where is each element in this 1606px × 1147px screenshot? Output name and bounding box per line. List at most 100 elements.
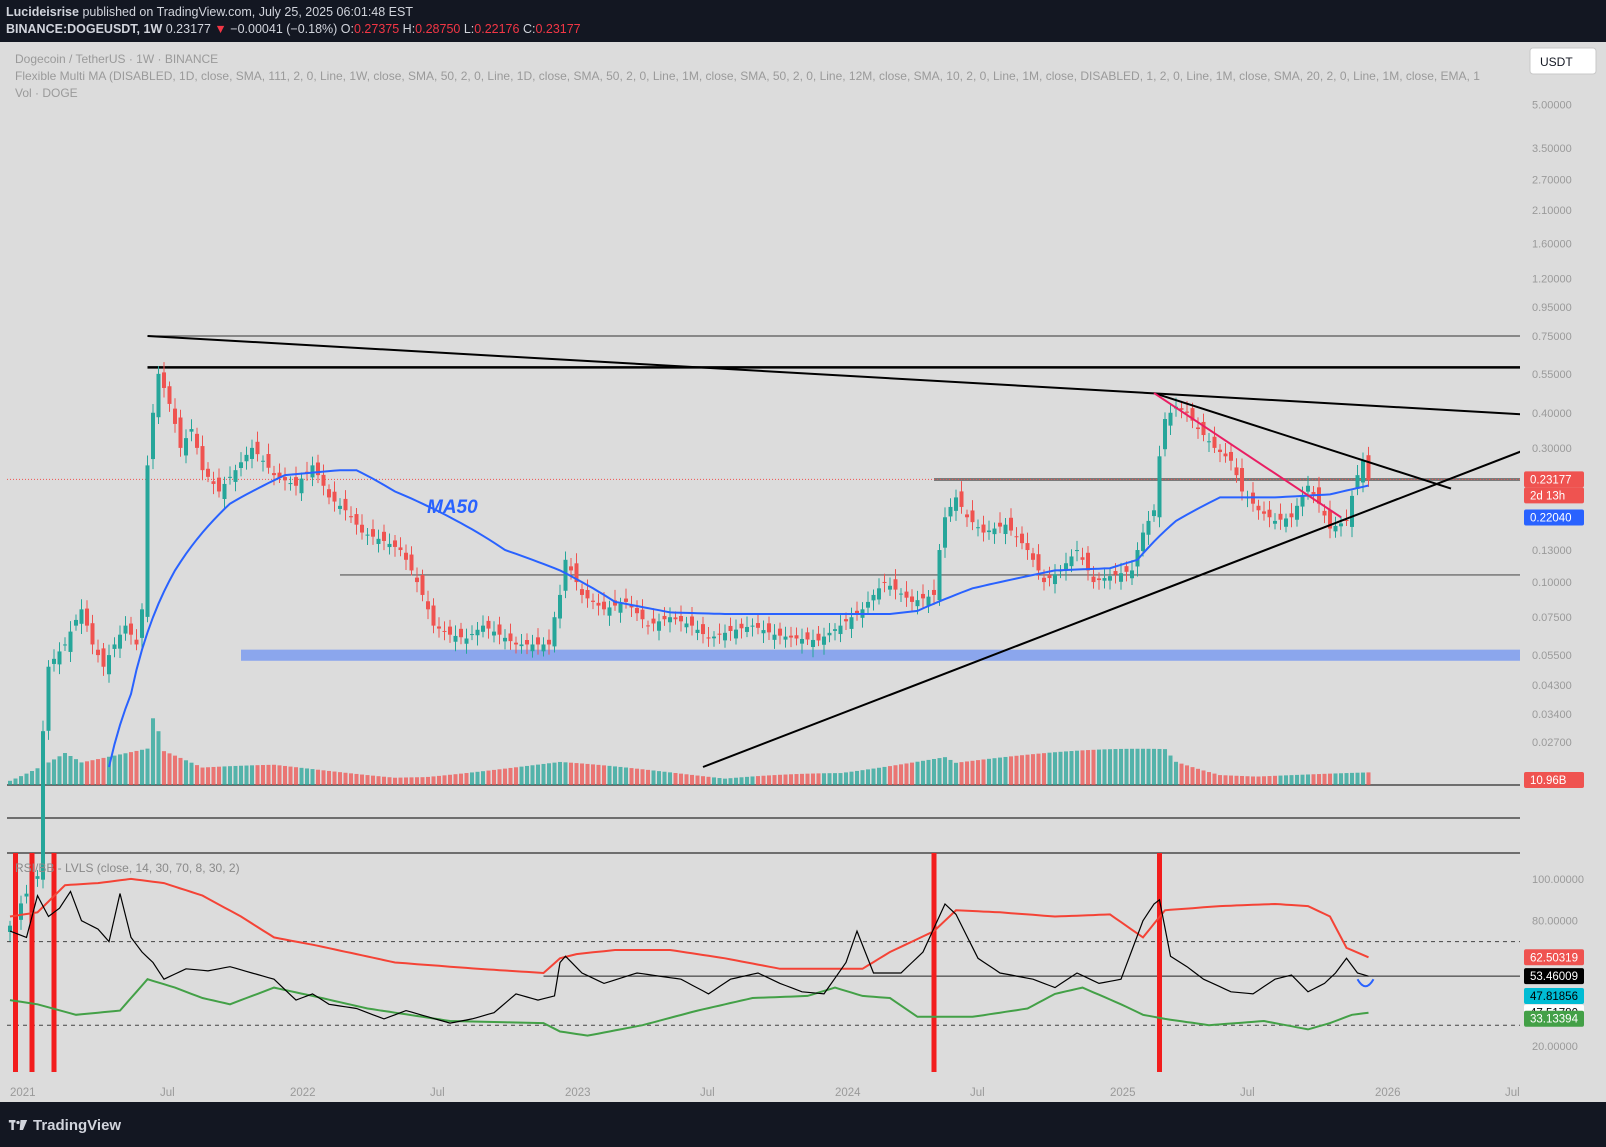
candle[interactable] <box>1091 576 1096 583</box>
candle[interactable] <box>772 634 777 640</box>
candle[interactable] <box>1124 566 1129 572</box>
candle[interactable] <box>992 528 997 535</box>
candle[interactable] <box>1212 436 1217 448</box>
candle[interactable] <box>904 591 909 598</box>
candle[interactable] <box>937 550 942 601</box>
candle[interactable] <box>1366 455 1371 480</box>
candle[interactable] <box>1207 441 1211 443</box>
candle[interactable] <box>723 632 727 641</box>
candle[interactable] <box>866 601 870 608</box>
candle[interactable] <box>118 634 122 649</box>
candle[interactable] <box>855 610 859 614</box>
candle[interactable] <box>701 624 705 635</box>
candle[interactable] <box>899 593 903 595</box>
candle[interactable] <box>1080 557 1085 560</box>
candle[interactable] <box>673 617 678 620</box>
candle[interactable] <box>844 619 848 622</box>
candle[interactable] <box>1108 576 1112 581</box>
candle[interactable] <box>767 623 771 633</box>
candle[interactable] <box>536 637 540 645</box>
candle[interactable] <box>404 552 408 560</box>
candle[interactable] <box>1025 543 1030 551</box>
candle[interactable] <box>646 625 650 627</box>
candle[interactable] <box>547 639 551 645</box>
candle[interactable] <box>1168 412 1173 426</box>
candle[interactable] <box>1047 575 1052 579</box>
candle[interactable] <box>580 589 584 595</box>
candle[interactable] <box>1135 550 1140 567</box>
candle[interactable] <box>541 644 546 652</box>
candle[interactable] <box>261 460 265 462</box>
candle[interactable] <box>255 441 260 455</box>
candle[interactable] <box>1097 578 1101 581</box>
candle[interactable] <box>283 477 287 481</box>
candle[interactable] <box>321 474 326 486</box>
candle[interactable] <box>684 623 689 628</box>
candle[interactable] <box>871 594 876 601</box>
candle[interactable] <box>811 639 815 648</box>
candle[interactable] <box>596 602 601 606</box>
candle[interactable] <box>888 585 892 590</box>
candle[interactable] <box>921 593 925 599</box>
candle[interactable] <box>602 601 606 610</box>
candle[interactable] <box>838 625 843 635</box>
candle[interactable] <box>151 412 155 460</box>
candle[interactable] <box>959 491 964 507</box>
candle[interactable] <box>563 559 568 591</box>
candle[interactable] <box>926 596 931 606</box>
candle[interactable] <box>750 625 755 627</box>
candle[interactable] <box>783 636 788 640</box>
candle[interactable] <box>1284 518 1288 527</box>
candle[interactable] <box>948 506 953 517</box>
candle[interactable] <box>145 465 150 617</box>
candle[interactable] <box>591 600 595 602</box>
candle[interactable] <box>24 893 29 897</box>
candle[interactable] <box>1075 550 1079 552</box>
candle[interactable] <box>1190 408 1195 421</box>
candle[interactable] <box>657 621 661 631</box>
trendline[interactable] <box>702 418 1606 768</box>
trendline[interactable] <box>147 334 1606 421</box>
candle[interactable] <box>827 632 832 636</box>
candle[interactable] <box>932 589 936 595</box>
candle[interactable] <box>1157 456 1162 518</box>
candle[interactable] <box>1141 532 1145 552</box>
candle[interactable] <box>943 517 947 548</box>
candle[interactable] <box>679 616 683 622</box>
candle[interactable] <box>74 619 78 626</box>
candle[interactable] <box>558 594 562 619</box>
candle[interactable] <box>250 447 254 459</box>
candle[interactable] <box>1163 419 1167 450</box>
candle[interactable] <box>662 615 667 620</box>
candle[interactable] <box>409 554 414 571</box>
candle[interactable] <box>415 577 419 583</box>
candle[interactable] <box>976 527 980 529</box>
candle[interactable] <box>206 468 210 477</box>
price-axis[interactable] <box>1520 42 1606 1102</box>
candle[interactable] <box>360 524 364 533</box>
candle[interactable] <box>90 623 95 645</box>
candle[interactable] <box>706 637 711 639</box>
candle[interactable] <box>475 629 480 636</box>
candle[interactable] <box>156 373 161 418</box>
candle[interactable] <box>585 590 590 599</box>
candle[interactable] <box>981 524 986 533</box>
candle[interactable] <box>756 623 760 628</box>
candle[interactable] <box>492 631 496 636</box>
candle[interactable] <box>651 618 656 624</box>
candle[interactable] <box>1020 533 1024 544</box>
candle[interactable] <box>915 600 920 607</box>
candle[interactable] <box>525 639 529 645</box>
candle[interactable] <box>1289 513 1294 518</box>
candle[interactable] <box>569 566 573 571</box>
candle[interactable] <box>882 581 887 583</box>
candle[interactable] <box>189 429 194 432</box>
candle[interactable] <box>1003 524 1008 535</box>
candle[interactable] <box>1256 505 1261 511</box>
candle[interactable] <box>1267 509 1272 518</box>
candle[interactable] <box>849 617 854 629</box>
candle[interactable] <box>316 462 320 476</box>
candle[interactable] <box>739 623 744 629</box>
candle[interactable] <box>1152 510 1156 517</box>
candle[interactable] <box>497 624 502 635</box>
